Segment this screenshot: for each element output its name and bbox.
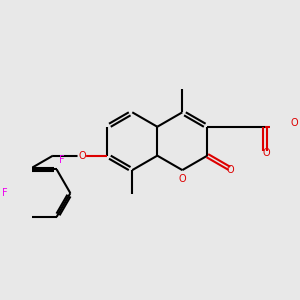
Text: F: F	[59, 155, 65, 165]
Text: O: O	[78, 151, 85, 161]
Text: O: O	[227, 165, 234, 175]
Text: O: O	[178, 174, 186, 184]
Text: O: O	[290, 118, 298, 128]
Text: F: F	[2, 188, 8, 198]
Text: O: O	[262, 148, 270, 158]
